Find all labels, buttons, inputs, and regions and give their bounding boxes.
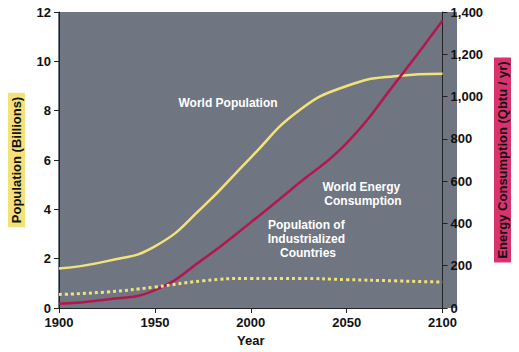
svg-text:200: 200 [451, 258, 473, 273]
svg-text:2: 2 [44, 251, 51, 266]
svg-text:2050: 2050 [332, 315, 361, 330]
svg-text:1950: 1950 [140, 315, 169, 330]
svg-text:Year: Year [237, 333, 264, 348]
svg-text:Countries: Countries [280, 246, 336, 260]
svg-text:Population of: Population of [268, 218, 348, 232]
svg-text:1,200: 1,200 [451, 47, 484, 62]
svg-text:1,400: 1,400 [451, 5, 484, 20]
svg-text:1,000: 1,000 [451, 89, 484, 104]
svg-text:800: 800 [451, 131, 473, 146]
svg-text:World Population: World Population [178, 96, 277, 110]
svg-text:Energy Consumption (Qbtu / yr): Energy Consumption (Qbtu / yr) [495, 61, 510, 258]
svg-text:600: 600 [451, 174, 473, 189]
svg-text:1900: 1900 [45, 315, 74, 330]
svg-text:World Energy: World Energy [322, 180, 403, 194]
svg-text:2100: 2100 [428, 315, 457, 330]
svg-text:2000: 2000 [236, 315, 265, 330]
svg-text:Population (Billions): Population (Billions) [9, 97, 24, 223]
svg-text:6: 6 [44, 153, 51, 168]
svg-text:8: 8 [44, 103, 51, 118]
svg-text:Consumption: Consumption [324, 194, 401, 208]
svg-text:10: 10 [37, 54, 51, 69]
svg-text:0: 0 [44, 301, 51, 316]
svg-text:0: 0 [451, 301, 458, 316]
svg-text:400: 400 [451, 216, 473, 231]
svg-text:Industrialized: Industrialized [268, 232, 349, 246]
svg-text:12: 12 [37, 5, 51, 20]
svg-text:4: 4 [44, 202, 52, 217]
